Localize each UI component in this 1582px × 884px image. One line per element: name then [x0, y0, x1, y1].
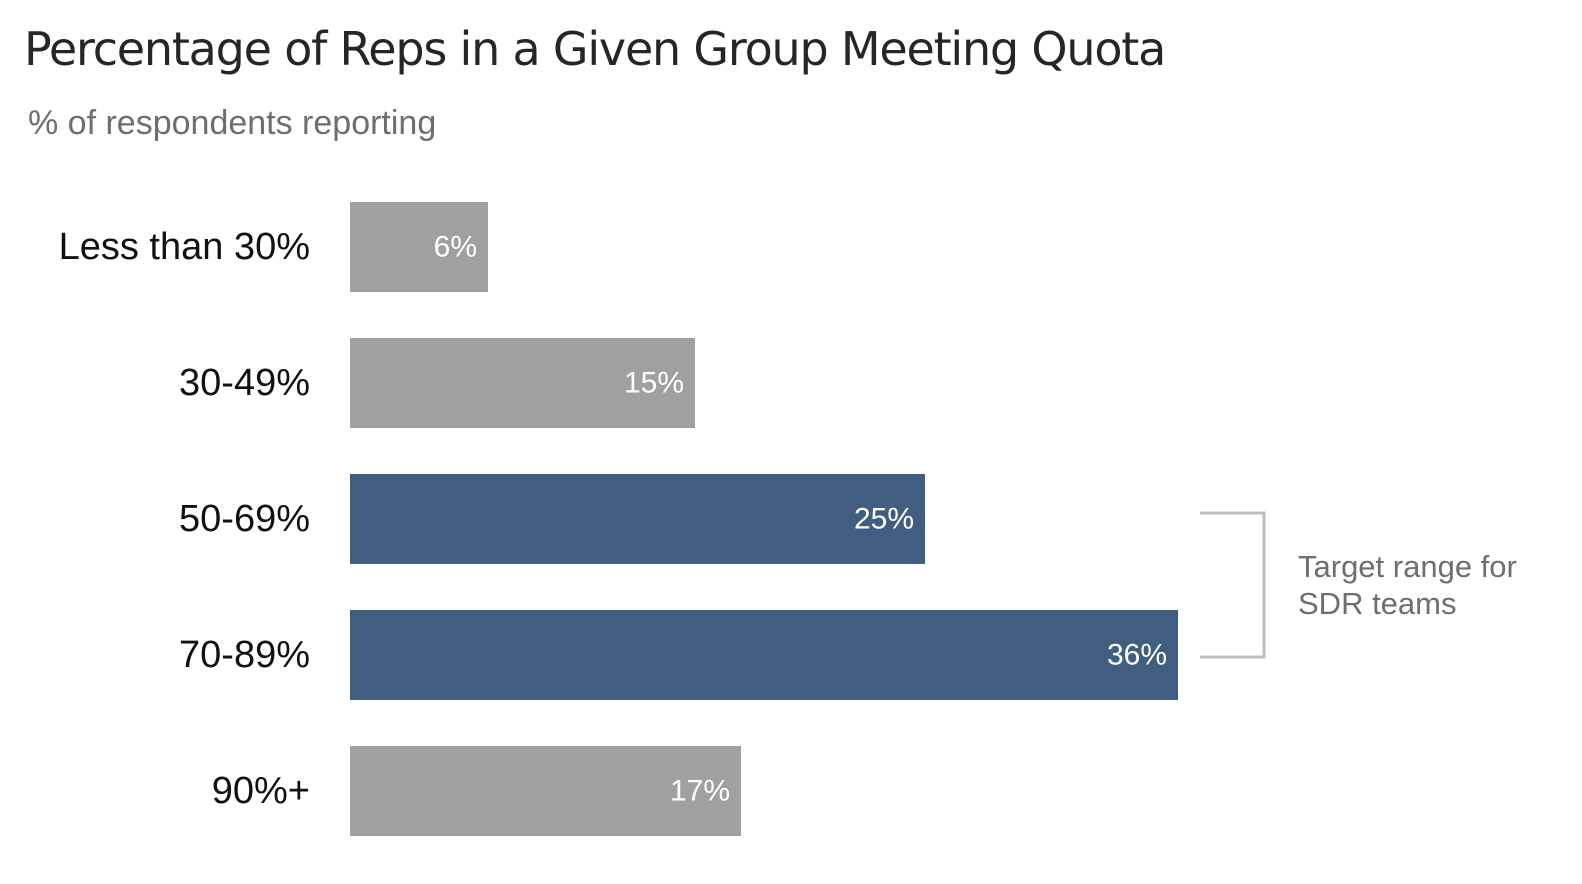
- category-label-70-89pct: 70-89%: [179, 634, 310, 676]
- value-label-less-than-30pct: 6%: [434, 231, 477, 264]
- category-label-90pctplus: 90%+: [212, 770, 310, 812]
- chart-subtitle: % of respondents reporting: [28, 104, 437, 142]
- value-label-30-49pct: 15%: [624, 367, 684, 400]
- bars-group: [350, 202, 1178, 836]
- value-label-50-69pct: 25%: [854, 503, 914, 536]
- bar-30-49pct: [350, 338, 695, 428]
- bar-70-89pct: [350, 610, 1178, 700]
- annotation-text-line-1: Target range for: [1298, 549, 1517, 584]
- chart-title: Percentage of Reps in a Given Group Meet…: [24, 22, 1166, 76]
- value-label-70-89pct: 36%: [1107, 639, 1167, 672]
- target-range-bracket: [1200, 511, 1266, 659]
- category-label-50-69pct: 50-69%: [179, 498, 310, 540]
- value-labels: 6% 15% 25% 36% 17%: [434, 231, 1167, 808]
- annotation-text-line-2: SDR teams: [1298, 586, 1456, 621]
- category-label-30-49pct: 30-49%: [179, 362, 310, 404]
- category-labels: Less than 30% 30-49% 50-69% 70-89% 90%+: [59, 226, 310, 812]
- bar-less-than-30pct: [350, 202, 488, 292]
- bar-50-69pct: [350, 474, 925, 564]
- bar-90pctplus: [350, 746, 741, 836]
- category-label-less-than-30pct: Less than 30%: [59, 226, 310, 268]
- value-label-90pctplus: 17%: [670, 775, 730, 808]
